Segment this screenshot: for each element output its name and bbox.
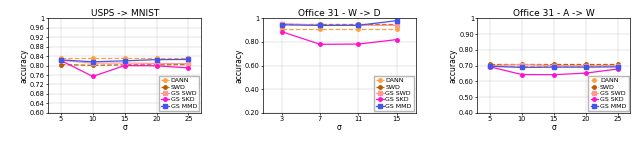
DANN: [550, 65, 557, 66]
GS SKD: [57, 60, 65, 61]
SWD: [121, 64, 129, 66]
GS SWD: [393, 24, 401, 26]
Y-axis label: accuracy: accuracy: [234, 48, 243, 83]
DANN: [121, 57, 129, 59]
GS SWD: [550, 65, 557, 66]
GS MMD: [57, 59, 65, 61]
GS MMD: [582, 66, 589, 68]
DANN: [582, 65, 589, 66]
Line: SWD: SWD: [488, 63, 620, 66]
DANN: [185, 57, 193, 59]
Legend: DANN, SWD, GS SWD, GS SKD, GS MMD: DANN, SWD, GS SWD, GS SKD, GS MMD: [588, 76, 628, 111]
GS SWD: [518, 64, 525, 65]
Title: Office 31 - A -> W: Office 31 - A -> W: [513, 9, 595, 18]
Line: DANN: DANN: [59, 57, 190, 60]
GS SKD: [121, 65, 129, 66]
Line: GS MMD: GS MMD: [59, 58, 190, 64]
DANN: [89, 57, 97, 59]
Line: GS SKD: GS SKD: [59, 59, 190, 78]
GS SWD: [614, 65, 621, 66]
GS MMD: [518, 67, 525, 68]
Line: DANN: DANN: [488, 64, 620, 67]
GS MMD: [614, 66, 621, 68]
Line: GS SWD: GS SWD: [280, 22, 399, 27]
GS SKD: [486, 66, 493, 68]
GS SKD: [89, 76, 97, 77]
DANN: [278, 28, 285, 30]
DANN: [614, 65, 621, 66]
SWD: [278, 23, 285, 25]
DANN: [316, 28, 324, 30]
GS SKD: [518, 74, 525, 75]
GS SWD: [582, 65, 589, 66]
Line: SWD: SWD: [280, 23, 399, 26]
SWD: [355, 23, 362, 25]
Y-axis label: accuracy: accuracy: [449, 48, 458, 83]
GS SKD: [316, 43, 324, 45]
DANN: [355, 28, 362, 30]
DANN: [518, 65, 525, 66]
GS MMD: [153, 59, 161, 60]
SWD: [550, 64, 557, 65]
GS SWD: [316, 24, 324, 26]
GS SWD: [121, 62, 129, 64]
SWD: [486, 64, 493, 65]
Line: GS SKD: GS SKD: [488, 65, 620, 76]
Line: DANN: DANN: [280, 27, 399, 31]
SWD: [185, 64, 193, 65]
GS MMD: [486, 65, 493, 67]
X-axis label: σ: σ: [552, 123, 556, 132]
DANN: [57, 57, 65, 59]
SWD: [57, 64, 65, 65]
Line: GS SKD: GS SKD: [280, 30, 399, 46]
Title: Office 31 - W -> D: Office 31 - W -> D: [298, 9, 380, 18]
SWD: [89, 64, 97, 66]
SWD: [614, 64, 621, 65]
SWD: [518, 64, 525, 65]
GS SKD: [614, 68, 621, 70]
Title: USPS -> MNIST: USPS -> MNIST: [90, 9, 159, 18]
GS SKD: [550, 74, 557, 76]
GS MMD: [89, 61, 97, 63]
GS MMD: [121, 60, 129, 62]
SWD: [316, 23, 324, 25]
GS SKD: [582, 72, 589, 74]
X-axis label: σ: σ: [337, 123, 342, 132]
GS MMD: [393, 20, 401, 22]
GS SWD: [57, 60, 65, 61]
GS MMD: [355, 24, 362, 26]
GS MMD: [185, 59, 193, 60]
X-axis label: σ: σ: [122, 123, 127, 132]
GS SKD: [153, 65, 161, 67]
GS SWD: [278, 23, 285, 24]
Legend: DANN, SWD, GS SWD, GS SKD, GS MMD: DANN, SWD, GS SWD, GS SKD, GS MMD: [374, 76, 414, 111]
GS SKD: [278, 31, 285, 33]
DANN: [486, 65, 493, 66]
SWD: [153, 64, 161, 66]
GS SWD: [355, 24, 362, 26]
DANN: [393, 28, 401, 30]
GS SWD: [89, 62, 97, 64]
SWD: [393, 23, 401, 25]
Line: SWD: SWD: [59, 63, 190, 67]
GS SWD: [153, 63, 161, 64]
DANN: [153, 57, 161, 59]
GS SKD: [355, 43, 362, 45]
SWD: [582, 64, 589, 65]
GS SWD: [486, 65, 493, 66]
Y-axis label: accuracy: accuracy: [20, 48, 29, 83]
GS MMD: [550, 66, 557, 68]
Line: GS MMD: GS MMD: [488, 64, 620, 69]
Line: GS SWD: GS SWD: [59, 59, 190, 65]
GS SKD: [185, 67, 193, 69]
GS SKD: [393, 39, 401, 40]
GS SWD: [185, 63, 193, 65]
Line: GS MMD: GS MMD: [280, 19, 399, 27]
GS MMD: [316, 25, 324, 26]
Line: GS SWD: GS SWD: [488, 63, 620, 67]
Legend: DANN, SWD, GS SWD, GS SKD, GS MMD: DANN, SWD, GS SWD, GS SKD, GS MMD: [159, 76, 200, 111]
GS MMD: [278, 24, 285, 26]
